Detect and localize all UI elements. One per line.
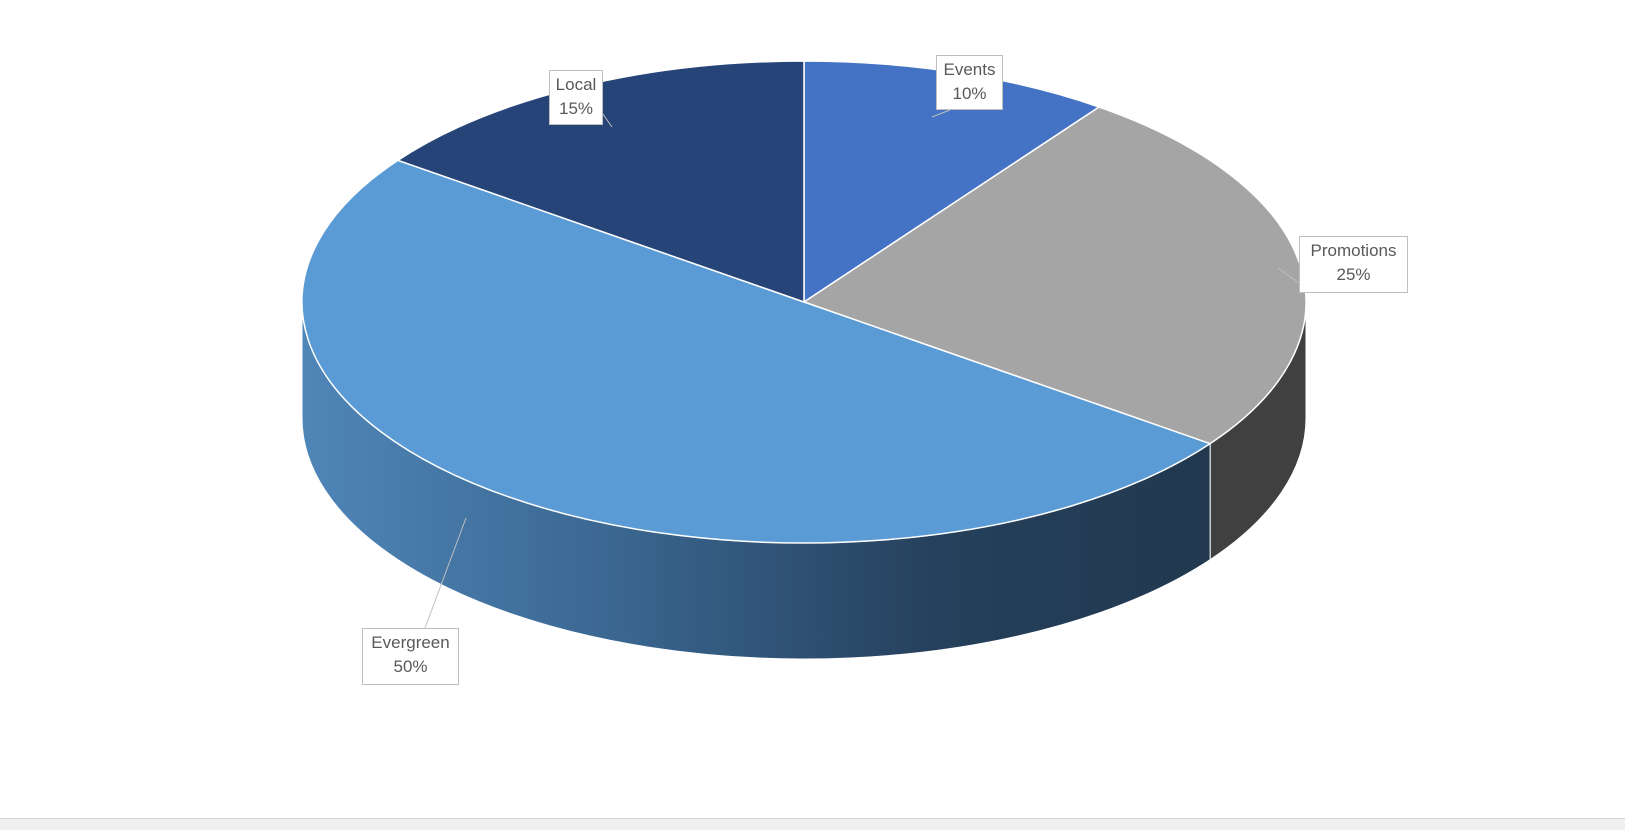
leader-line-evergreen [424,517,467,629]
data-label-events-value: 10% [952,84,987,103]
status-bar [0,818,1625,830]
data-label-evergreen-value: 50% [393,657,428,676]
data-label-promotions-value: 25% [1336,265,1371,284]
pie-leader-lines [424,109,1300,629]
pie-slice-evergreen [301,159,1211,544]
pie-top [301,60,1307,544]
data-label-events: Events 10% [936,55,1003,110]
leader-line-events [931,109,951,118]
data-label-promotions-name: Promotions [1310,241,1397,260]
data-label-local-name: Local [555,75,597,94]
data-label-local: Local 15% [549,70,603,125]
leader-line-promotions [1277,267,1300,284]
data-label-evergreen: Evergreen 50% [362,628,459,685]
data-label-events-name: Events [943,60,996,79]
data-label-local-value: 15% [558,99,594,118]
data-label-promotions: Promotions 25% [1299,236,1408,293]
data-label-evergreen-name: Evergreen [371,633,450,652]
